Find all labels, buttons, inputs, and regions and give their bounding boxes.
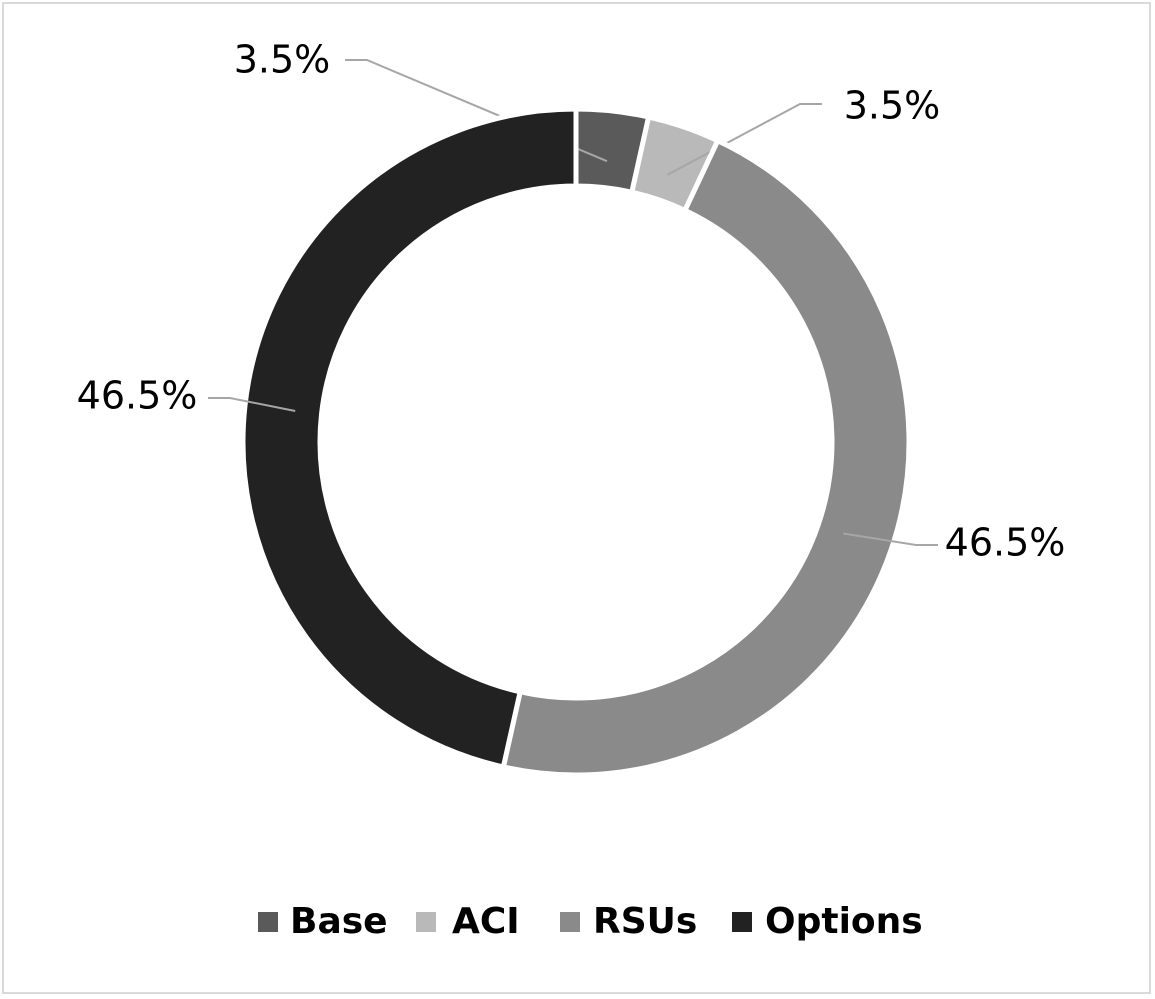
leader-line <box>208 397 296 412</box>
legend-label: RSUs <box>593 901 697 942</box>
legend-swatch <box>732 912 752 932</box>
legend-label: Options <box>765 901 923 942</box>
legend-label: ACI <box>452 901 520 942</box>
data-label: 46.5% <box>945 521 1066 565</box>
donut-segment <box>240 106 579 770</box>
legend-label: Base <box>290 901 388 942</box>
legend-swatch <box>560 912 580 932</box>
leader-line <box>843 532 938 546</box>
data-label: 46.5% <box>77 374 198 418</box>
legend-swatch <box>258 912 278 932</box>
donut-segment <box>500 137 912 778</box>
data-label: 3.5% <box>234 38 331 82</box>
data-label: 3.5% <box>844 84 941 128</box>
legend-swatch <box>416 912 436 932</box>
